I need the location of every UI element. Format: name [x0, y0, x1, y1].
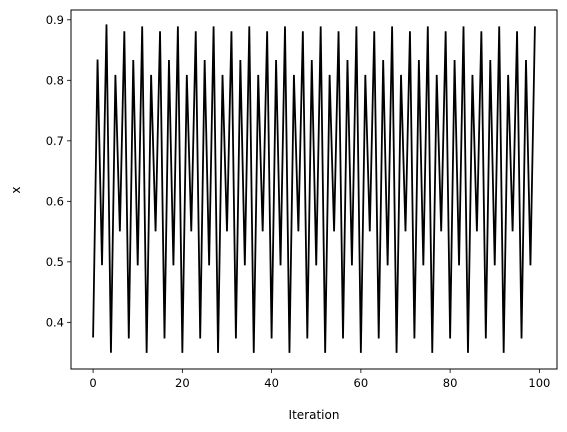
- y-axis: 0.4 0.5 0.6 0.7 0.8 0.9: [46, 13, 71, 329]
- x-tick-label: 20: [175, 376, 190, 390]
- y-tick-label: 0.5: [46, 255, 64, 269]
- x-tick-label: 40: [264, 376, 279, 390]
- x-axis-label: Iteration: [289, 408, 340, 422]
- x-tick-label: 100: [528, 376, 550, 390]
- y-axis-label: x: [9, 186, 23, 193]
- x-tick-label: 80: [443, 376, 458, 390]
- plot-frame: [70, 9, 558, 370]
- y-tick-label: 0.7: [46, 134, 64, 148]
- y-tick-label: 0.4: [46, 315, 64, 329]
- y-tick-label: 0.9: [46, 13, 64, 27]
- series-line-0: [92, 24, 536, 353]
- plot-area: [92, 24, 536, 353]
- x-tick-label: 60: [354, 376, 369, 390]
- x-axis: 0 20 40 60 80 100: [89, 369, 550, 390]
- y-tick-label: 0.8: [46, 73, 64, 87]
- x-tick-label: 0: [89, 376, 96, 390]
- y-tick-label: 0.6: [46, 194, 64, 208]
